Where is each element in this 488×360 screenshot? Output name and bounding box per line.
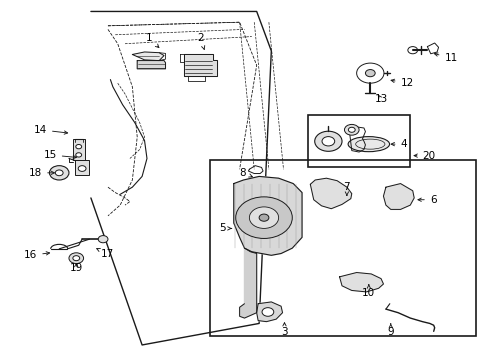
Polygon shape xyxy=(233,176,302,255)
Circle shape xyxy=(262,308,273,316)
Text: 5: 5 xyxy=(219,224,231,233)
Text: 4: 4 xyxy=(390,139,407,149)
Ellipse shape xyxy=(347,136,389,152)
Circle shape xyxy=(69,253,83,264)
Text: 17: 17 xyxy=(97,248,114,258)
Circle shape xyxy=(344,125,358,135)
Text: 19: 19 xyxy=(69,263,83,273)
Bar xyxy=(73,139,85,160)
Circle shape xyxy=(259,214,268,221)
Text: 3: 3 xyxy=(281,323,287,337)
Bar xyxy=(307,116,409,167)
Text: 20: 20 xyxy=(413,150,435,161)
Circle shape xyxy=(249,207,278,228)
Text: 18: 18 xyxy=(29,168,54,178)
Circle shape xyxy=(73,256,80,261)
Text: 6: 6 xyxy=(417,195,435,205)
Circle shape xyxy=(98,235,108,243)
Circle shape xyxy=(49,166,69,180)
Text: 8: 8 xyxy=(239,168,252,178)
Polygon shape xyxy=(256,302,282,321)
Text: 10: 10 xyxy=(362,285,375,298)
Polygon shape xyxy=(132,52,163,60)
Text: 16: 16 xyxy=(24,250,49,260)
Circle shape xyxy=(76,153,81,157)
Circle shape xyxy=(76,144,81,149)
Circle shape xyxy=(322,136,334,146)
Circle shape xyxy=(365,69,374,77)
Text: 2: 2 xyxy=(197,33,204,49)
Text: 14: 14 xyxy=(34,125,67,135)
Text: 11: 11 xyxy=(433,53,457,63)
Circle shape xyxy=(78,166,86,171)
Circle shape xyxy=(314,131,341,151)
Circle shape xyxy=(55,170,63,176)
Polygon shape xyxy=(310,178,351,209)
Polygon shape xyxy=(339,273,383,292)
Text: 15: 15 xyxy=(43,150,76,160)
Bar xyxy=(210,160,475,336)
Text: 9: 9 xyxy=(386,324,393,337)
Polygon shape xyxy=(239,248,256,318)
Circle shape xyxy=(347,127,354,132)
Text: 7: 7 xyxy=(343,182,349,195)
Polygon shape xyxy=(183,54,216,76)
Text: 1: 1 xyxy=(146,33,159,48)
Circle shape xyxy=(235,197,292,238)
Polygon shape xyxy=(137,60,165,69)
Bar xyxy=(75,159,89,175)
Text: 13: 13 xyxy=(374,94,387,104)
Polygon shape xyxy=(383,184,413,210)
Text: 12: 12 xyxy=(390,78,413,88)
